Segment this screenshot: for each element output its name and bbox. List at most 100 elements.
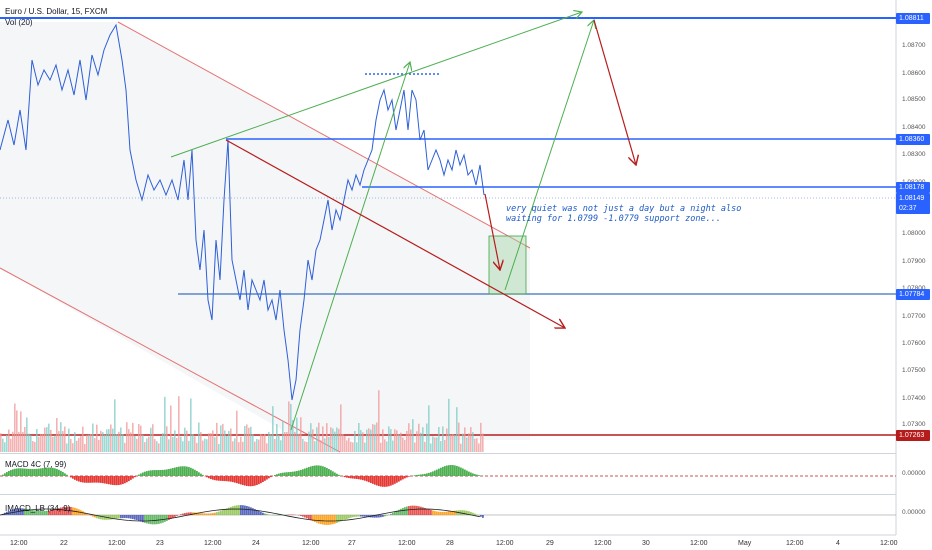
imacd-bar (126, 515, 128, 519)
macd-bar (2, 474, 4, 476)
imacd-bar (162, 515, 164, 523)
volume-bar (448, 398, 450, 452)
imacd-bar (60, 507, 62, 515)
volume-bar (334, 431, 336, 452)
volume-bar (454, 434, 456, 452)
imacd-bar (170, 515, 172, 519)
macd-bar (142, 472, 144, 476)
imacd-label[interactable]: IMACD_LB (34, 9) (5, 504, 71, 513)
volume-bar (30, 435, 32, 452)
macd-bar (80, 476, 82, 483)
volume-bar (286, 432, 288, 452)
macd-bar (100, 476, 102, 483)
macd-bar (6, 472, 8, 476)
time-tick-label: 28 (446, 540, 454, 547)
volume-bar (346, 440, 348, 452)
macd-bar (304, 468, 306, 476)
volume-bar (446, 428, 448, 452)
volume-bar (440, 441, 442, 452)
imacd-bar (24, 508, 26, 515)
imacd-bar (414, 505, 416, 515)
macd-bar (36, 468, 38, 476)
volume-bar (472, 432, 474, 452)
macd-bar (280, 473, 282, 476)
volume-bar (264, 434, 266, 452)
volume-bar (262, 435, 264, 452)
macd-bar (316, 465, 318, 476)
volume-bar (72, 443, 74, 452)
volume-bar (376, 422, 378, 452)
imacd-bar (100, 515, 102, 520)
volume-label[interactable]: Vol (20) (5, 18, 33, 27)
imacd-bar (224, 509, 226, 515)
volume-bar (280, 440, 282, 452)
macd-bar (456, 465, 458, 476)
macd-bar (88, 476, 90, 483)
macd-bar (154, 470, 156, 476)
annotation-line-2: waiting for 1.0799 -1.0779 support zone.… (506, 214, 721, 224)
macd-bar (390, 476, 392, 486)
volume-bar (110, 424, 112, 452)
macd-label[interactable]: MACD 4C (7, 99) (5, 460, 67, 469)
volume-bar (350, 441, 352, 452)
volume-bar (304, 441, 306, 452)
macd-bar (234, 476, 236, 483)
macd-bar (210, 476, 212, 480)
indicator-zero-label: 0.00000 (902, 509, 926, 516)
macd-bar (254, 476, 256, 486)
imacd-bar (200, 513, 202, 515)
macd-bar (322, 466, 324, 476)
imacd-bar (466, 510, 468, 515)
volume-bar (260, 434, 262, 452)
macd-bar (44, 467, 46, 476)
imacd-bar (366, 515, 368, 517)
volume-bar (16, 410, 18, 452)
time-tick-label: 12:00 (594, 540, 612, 547)
imacd-bar (42, 511, 44, 515)
volume-bar (130, 432, 132, 452)
volume-bar (360, 430, 362, 452)
macd-bar (22, 468, 24, 476)
volume-bar (152, 424, 154, 452)
macd-bar (20, 468, 22, 476)
macd-bar (220, 476, 222, 481)
macd-bar (392, 476, 394, 485)
symbol-title[interactable]: Euro / U.S. Dollar, 15, FXCM (5, 7, 108, 16)
macd-bar (474, 474, 476, 476)
chart-annotation[interactable]: very quiet was not just a day but a nigh… (506, 204, 741, 224)
volume-bar (214, 437, 216, 452)
volume-bar (240, 436, 242, 452)
macd-bar (8, 470, 10, 476)
macd-bar (466, 470, 468, 476)
imacd-bar (156, 515, 158, 525)
macd-bar (184, 466, 186, 476)
macd-bar (396, 476, 398, 483)
volume-bar (300, 417, 302, 452)
macd-bar (478, 475, 480, 476)
pane-separator-macd[interactable] (0, 453, 896, 454)
imacd-bar (374, 515, 376, 518)
volume-bar (362, 432, 364, 452)
imacd-bar (174, 515, 176, 517)
macd-bar (314, 465, 316, 476)
volume-bar (206, 439, 208, 452)
macd-bar (344, 476, 346, 478)
imacd-bar (176, 515, 178, 516)
macd-bar (132, 476, 134, 479)
pane-separator-imacd[interactable] (0, 494, 896, 495)
volume-bar (404, 440, 406, 452)
macd-bar (176, 467, 178, 476)
macd-bar (192, 468, 194, 476)
red-arrow-down (225, 139, 565, 328)
volume-bar (344, 436, 346, 452)
macd-bar (156, 470, 158, 476)
imacd-bar (122, 515, 124, 519)
imacd-bar (400, 508, 402, 515)
imacd-bar (454, 510, 456, 515)
macd-bar (368, 476, 370, 483)
volume-bar (112, 428, 114, 452)
imacd-bar (308, 515, 310, 520)
macd-bar (338, 474, 340, 476)
price-tick-label: 1.07700 (902, 313, 926, 320)
